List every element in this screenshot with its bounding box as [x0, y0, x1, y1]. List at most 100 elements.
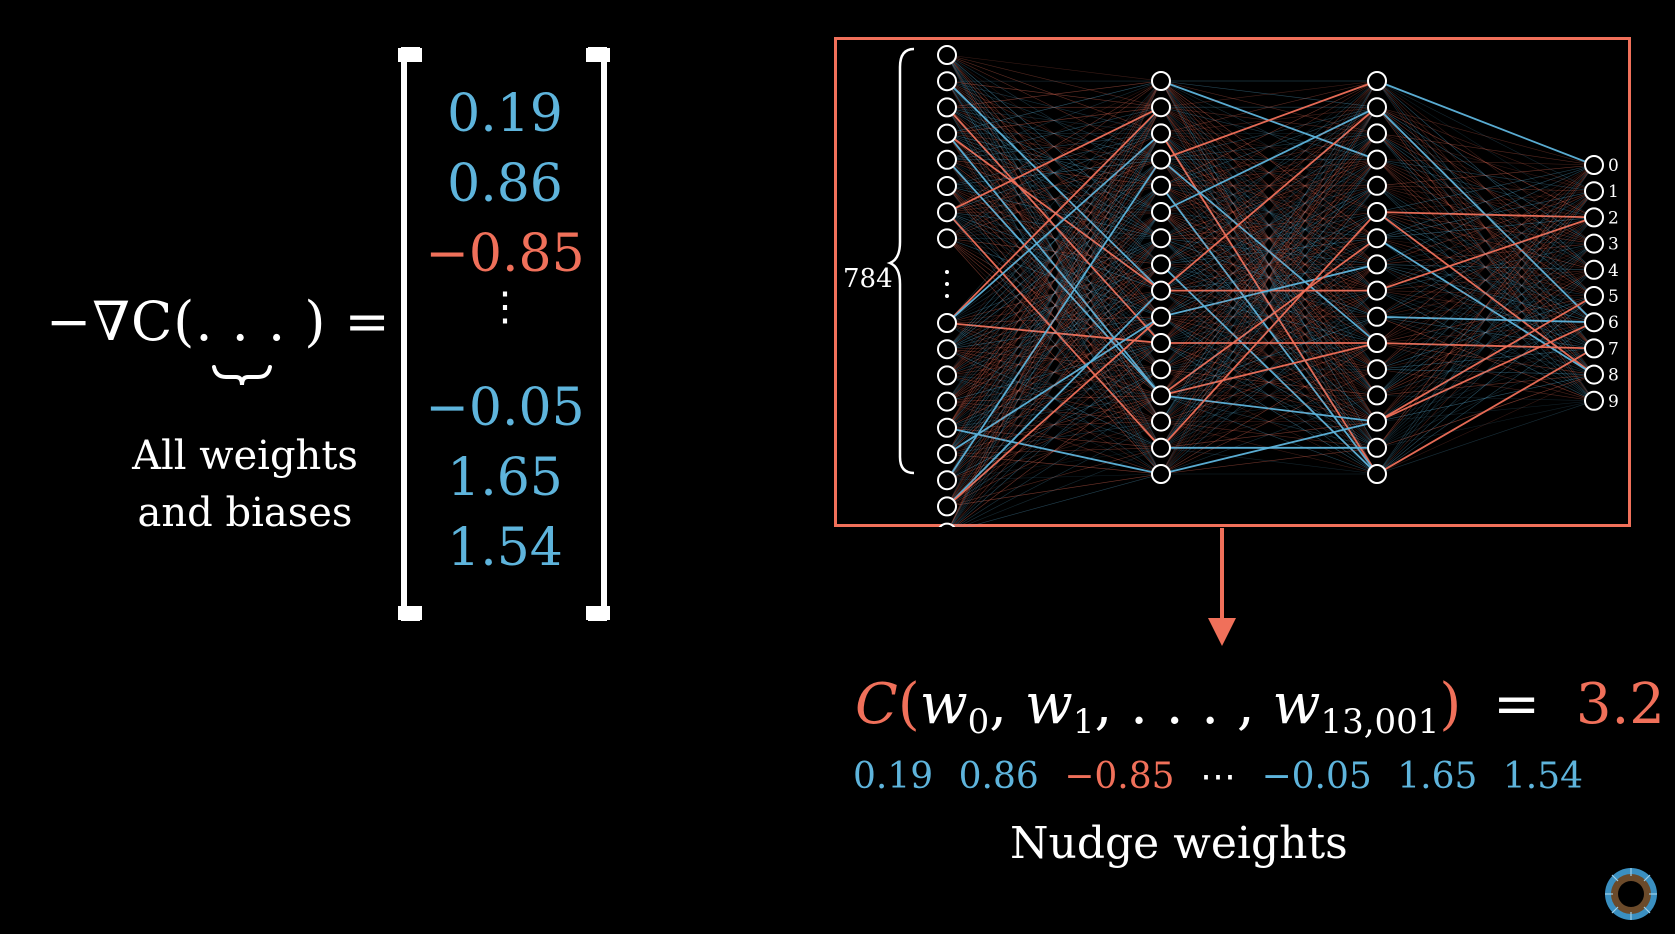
network-edge: [1376, 264, 1595, 271]
network-edge: [1376, 164, 1595, 370]
network-edge: [946, 132, 1162, 324]
network-edge: [1376, 80, 1595, 166]
network-edge: [1160, 159, 1378, 265]
network-edge: [1376, 80, 1595, 375]
network-edge: [1376, 269, 1595, 422]
network-node: [1367, 359, 1387, 380]
network-edge: [1376, 217, 1595, 370]
network-edge: [1160, 368, 1378, 475]
network-edge: [946, 80, 1162, 161]
network-edge: [966, 473, 1162, 527]
network-edge: [1160, 107, 1378, 396]
network-edge: [1160, 420, 1378, 475]
network-edge: [946, 211, 1162, 324]
network-edge: [946, 159, 1162, 376]
network-edge: [1160, 395, 1378, 449]
network-node: [1367, 228, 1387, 249]
network-node: [1367, 202, 1387, 222]
network-edge: [1376, 243, 1595, 318]
network-edge: [1376, 217, 1595, 344]
network-edge: [1376, 211, 1595, 219]
nudge-weights-label: Nudge weights: [1010, 818, 1348, 869]
network-edge: [1376, 107, 1595, 375]
network-edge: [1160, 211, 1378, 396]
network-edge: [1160, 290, 1378, 449]
network-edge: [1160, 185, 1378, 448]
network-edge: [946, 159, 1162, 481]
network-edge: [1160, 368, 1378, 449]
network-edge: [1376, 190, 1595, 344]
network-edge: [1376, 243, 1595, 396]
network-edge: [1376, 348, 1595, 449]
network-edge: [1160, 106, 1378, 187]
network-edge: [1160, 394, 1378, 423]
network-edge: [946, 342, 1162, 350]
network-edge: [946, 185, 1162, 291]
network-edge: [1376, 243, 1595, 449]
network-edge: [946, 185, 1162, 396]
network-edge: [946, 316, 1162, 455]
network-edge: [1160, 106, 1378, 344]
network-edge: [1160, 159, 1378, 396]
network-edge: [1160, 80, 1378, 108]
network-edge: [1160, 316, 1378, 422]
network-edge: [1160, 421, 1378, 449]
network-edge: [946, 395, 1162, 507]
network-edge: [1160, 80, 1378, 291]
network-edge: [1160, 185, 1378, 370]
network-edge: [1160, 237, 1378, 291]
network-edge: [1160, 133, 1378, 318]
network-edge: [1376, 269, 1595, 475]
network-edge: [1160, 211, 1378, 318]
network-edge: [946, 185, 1162, 213]
network-edge: [946, 447, 1162, 455]
network-edge: [1376, 264, 1595, 323]
network-edge: [946, 106, 1162, 134]
weight-value-3: −0.05: [1261, 756, 1372, 797]
network-edge: [946, 80, 1162, 350]
network-node: [1151, 228, 1171, 249]
network-edge: [1160, 211, 1378, 239]
network-edge: [946, 453, 1162, 475]
network-edge: [946, 185, 1162, 213]
network-edge: [1160, 237, 1378, 265]
network-edge: [946, 133, 1162, 370]
network-edge: [946, 159, 1162, 448]
network-node: [1367, 411, 1387, 432]
network-edge: [946, 80, 1162, 134]
network-edge: [946, 133, 1162, 318]
network-edge: [1376, 211, 1595, 323]
network-edge: [946, 107, 1162, 187]
network-edge: [1160, 80, 1378, 187]
network-edge: [946, 107, 1162, 428]
network-edge: [946, 159, 1162, 397]
network-edge: [1160, 211, 1378, 344]
network-edge: [1376, 164, 1595, 213]
network-edge: [946, 80, 1162, 213]
network-edge: [1376, 269, 1595, 370]
network-edge: [1376, 295, 1595, 344]
network-edge: [946, 159, 1162, 344]
network-edge: [1160, 368, 1378, 422]
network-edge: [1376, 216, 1595, 292]
network-edge: [946, 264, 1162, 455]
network-edge: [946, 237, 1162, 455]
network-edge: [1160, 185, 1378, 344]
vector-entry-5: 1.54: [447, 518, 563, 578]
network-edge: [946, 54, 1162, 82]
network-node: [1151, 71, 1171, 91]
network-node: [1151, 175, 1171, 196]
network-edge: [946, 395, 1162, 455]
network-edge: [1376, 164, 1595, 291]
network-edge: [953, 368, 1162, 527]
network-node: [1584, 312, 1604, 333]
network-edge: [1160, 133, 1378, 422]
network-edge: [1376, 211, 1595, 244]
network-edge: [946, 159, 1162, 239]
network-edge: [1160, 264, 1378, 449]
network-edge: [1160, 107, 1378, 370]
network-edge: [1376, 190, 1595, 239]
network-edge: [946, 81, 1162, 422]
network-edge: [1160, 264, 1378, 422]
network-edge: [949, 80, 1162, 527]
